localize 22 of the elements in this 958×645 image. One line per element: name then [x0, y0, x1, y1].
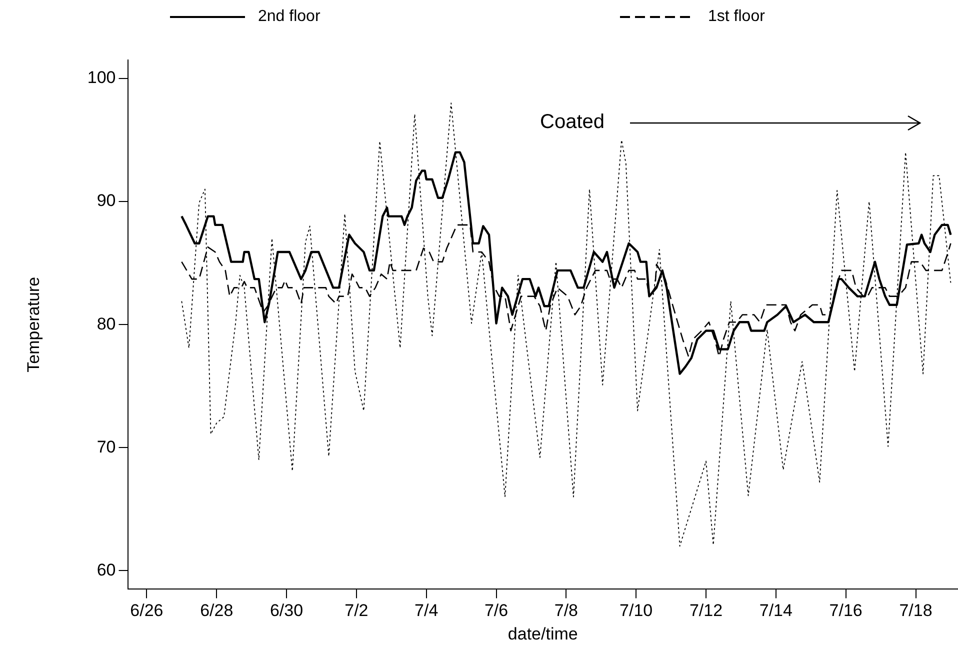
y-tick-label: 100 [87, 68, 116, 88]
x-tick-label: 7/2 [344, 601, 368, 620]
x-tick-label: 7/8 [554, 601, 578, 620]
legend-label: 2nd floor [258, 8, 320, 26]
x-tick-label: 7/6 [484, 601, 508, 620]
x-tick-label: 6/26 [130, 601, 164, 620]
legend-label: 1st floor [708, 8, 765, 26]
y-tick-label: 80 [96, 314, 116, 334]
y-tick-label: 90 [96, 191, 116, 210]
x-tick-label: 7/14 [759, 601, 792, 620]
x-tick-label: 7/16 [829, 601, 862, 620]
x-tick-label: 6/30 [270, 601, 304, 620]
y-axis-title: Temperature [24, 276, 43, 372]
y-tick-label: 70 [96, 437, 116, 456]
y-tick-label: 60 [96, 560, 116, 580]
annotation: Coated [540, 111, 604, 134]
x-tick-label: 7/10 [620, 601, 653, 620]
x-tick-label: 7/12 [689, 601, 723, 620]
x-tick-label: 6/28 [200, 601, 234, 620]
x-axis-title: date/time [508, 624, 578, 644]
x-tick-label: 7/18 [899, 601, 932, 620]
x-tick-label: 7/4 [414, 601, 438, 620]
